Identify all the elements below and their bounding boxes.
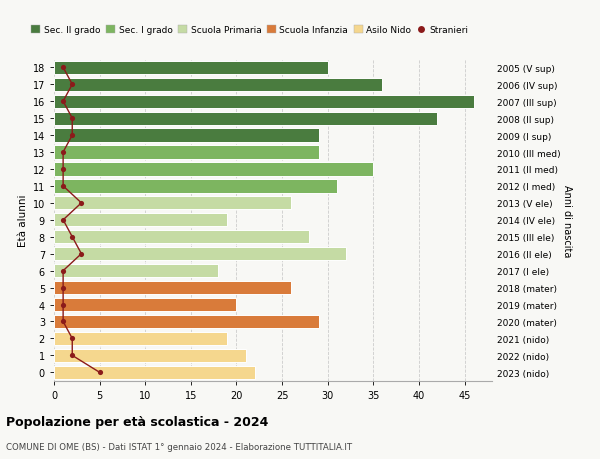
Point — [58, 166, 68, 173]
Y-axis label: Anni di nascita: Anni di nascita — [562, 184, 572, 257]
Point — [77, 251, 86, 258]
Bar — [54, 180, 337, 193]
Bar — [54, 315, 319, 328]
Point — [58, 284, 68, 291]
Point — [58, 64, 68, 72]
Point — [58, 149, 68, 157]
Point — [95, 369, 104, 376]
Point — [67, 335, 77, 342]
Point — [58, 268, 68, 275]
Bar — [54, 146, 319, 159]
Bar — [54, 247, 346, 261]
Text: Popolazione per età scolastica - 2024: Popolazione per età scolastica - 2024 — [6, 415, 268, 428]
Point — [58, 183, 68, 190]
Bar — [54, 281, 291, 295]
Point — [58, 301, 68, 308]
Point — [67, 352, 77, 359]
Y-axis label: Età alunni: Età alunni — [19, 194, 28, 246]
Bar — [54, 230, 310, 244]
Point — [67, 132, 77, 140]
Bar — [54, 264, 218, 278]
Point — [58, 318, 68, 325]
Bar — [54, 95, 474, 108]
Bar — [54, 332, 227, 345]
Bar — [54, 366, 255, 379]
Text: COMUNE DI OME (BS) - Dati ISTAT 1° gennaio 2024 - Elaborazione TUTTITALIA.IT: COMUNE DI OME (BS) - Dati ISTAT 1° genna… — [6, 442, 352, 451]
Point — [67, 234, 77, 241]
Point — [67, 115, 77, 123]
Bar — [54, 129, 319, 142]
Bar — [54, 214, 227, 227]
Bar — [54, 112, 437, 125]
Point — [77, 200, 86, 207]
Bar — [54, 298, 236, 312]
Bar — [54, 62, 328, 75]
Bar — [54, 163, 373, 176]
Point — [58, 217, 68, 224]
Point — [58, 98, 68, 106]
Point — [67, 81, 77, 89]
Bar — [54, 78, 383, 92]
Legend: Sec. II grado, Sec. I grado, Scuola Primaria, Scuola Infanzia, Asilo Nido, Stran: Sec. II grado, Sec. I grado, Scuola Prim… — [28, 22, 472, 39]
Bar — [54, 349, 245, 362]
Bar — [54, 197, 291, 210]
